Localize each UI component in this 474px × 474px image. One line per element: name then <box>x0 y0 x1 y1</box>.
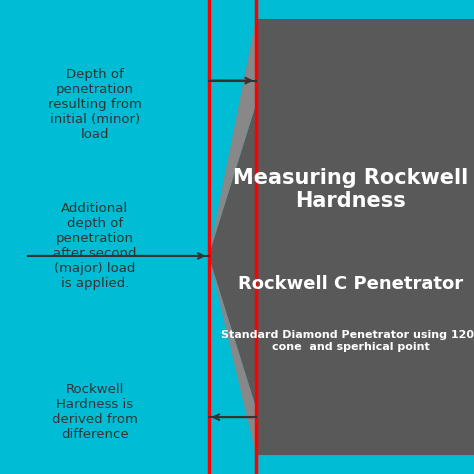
Text: Rockwell
Hardness is
derived from
difference: Rockwell Hardness is derived from differ… <box>52 383 138 441</box>
Polygon shape <box>209 19 474 455</box>
Text: Depth of
penetration
resulting from
initial (minor)
load: Depth of penetration resulting from init… <box>48 68 142 141</box>
Text: Additional
depth of
penetration
after second
(major) load
is applied.: Additional depth of penetration after se… <box>53 202 137 291</box>
Polygon shape <box>209 256 256 455</box>
Text: Rockwell C Penetrator: Rockwell C Penetrator <box>238 275 463 293</box>
Text: Measuring Rockwell
Hardness: Measuring Rockwell Hardness <box>233 168 468 211</box>
Polygon shape <box>209 19 256 256</box>
Text: Standard Diamond Penetrator using 120"
cone  and sperhical point: Standard Diamond Penetrator using 120" c… <box>221 330 474 352</box>
